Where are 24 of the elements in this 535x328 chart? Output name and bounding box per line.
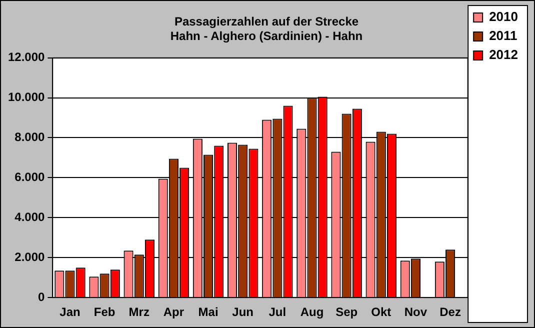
y-tick-label: 8.000 bbox=[14, 130, 46, 144]
y-tick-label: 4.000 bbox=[14, 210, 46, 224]
x-tick-label: Apr bbox=[163, 305, 184, 320]
x-tick-label: Mrz bbox=[128, 305, 150, 320]
x-tick-label: Aug bbox=[300, 305, 324, 320]
x-tick-label: Jan bbox=[60, 305, 80, 320]
legend-label: 2010 bbox=[489, 9, 518, 24]
y-tick-label: 2.000 bbox=[14, 250, 46, 264]
x-tick-label: Jun bbox=[232, 305, 254, 320]
x-tick-label: Mai bbox=[198, 305, 218, 320]
x-tick-label: Jul bbox=[268, 305, 286, 320]
legend-label: 2012 bbox=[489, 47, 518, 62]
y-tick-label: 0 bbox=[38, 290, 46, 304]
x-tick-label: Sep bbox=[336, 305, 358, 320]
text: Hahn - Alghero (Sardinien) - Hahn bbox=[170, 28, 363, 43]
x-tick-label: Dez bbox=[440, 305, 461, 320]
legend-label: 2011 bbox=[489, 28, 518, 44]
x-tick-label: Feb bbox=[94, 305, 116, 320]
x-tick-label: Okt bbox=[371, 305, 392, 320]
y-tick-label: 10.000 bbox=[8, 90, 46, 104]
y-tick-label: 6.000 bbox=[14, 170, 46, 184]
x-tick-label: Nov bbox=[404, 305, 428, 320]
y-tick-label: 12.000 bbox=[8, 50, 46, 64]
text: Passagierzahlen auf der Strecke bbox=[174, 14, 359, 29]
